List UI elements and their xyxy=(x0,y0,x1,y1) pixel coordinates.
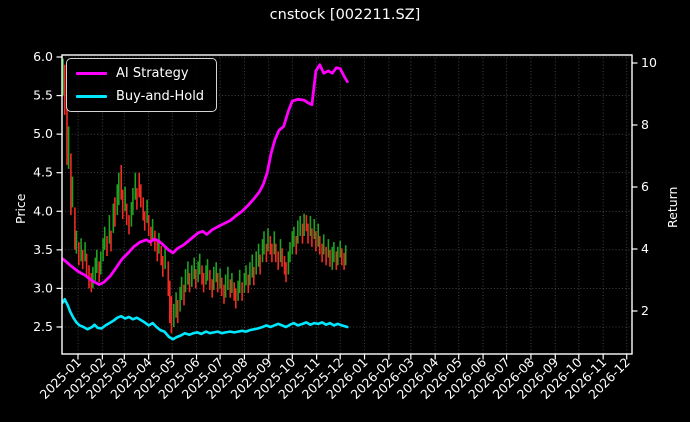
legend-item-buy-and-hold: Buy-and-Hold xyxy=(76,87,204,106)
legend: AI Strategy Buy-and-Hold xyxy=(66,58,218,112)
svg-text:3.0: 3.0 xyxy=(33,280,53,295)
buy-and-hold-line-swatch xyxy=(76,94,107,99)
svg-text:4.0: 4.0 xyxy=(33,203,53,218)
svg-text:8: 8 xyxy=(641,117,649,132)
svg-text:5.5: 5.5 xyxy=(33,88,53,103)
svg-text:4.5: 4.5 xyxy=(33,165,53,180)
svg-text:6: 6 xyxy=(641,179,649,194)
chart-title: cnstock [002211.SZ] xyxy=(269,7,421,23)
svg-text:4: 4 xyxy=(641,241,649,256)
legend-label-buy-and-hold: Buy-and-Hold xyxy=(116,89,205,104)
svg-text:5.0: 5.0 xyxy=(33,126,53,141)
legend-item-ai-strategy: AI Strategy xyxy=(76,64,204,83)
svg-text:6.0: 6.0 xyxy=(33,49,53,64)
svg-text:10: 10 xyxy=(641,55,657,70)
svg-text:3.5: 3.5 xyxy=(33,242,53,257)
svg-text:2: 2 xyxy=(641,303,649,318)
legend-label-ai-strategy: AI Strategy xyxy=(116,66,189,81)
ai-strategy-line-swatch xyxy=(76,71,107,76)
svg-text:2.5: 2.5 xyxy=(33,319,53,334)
